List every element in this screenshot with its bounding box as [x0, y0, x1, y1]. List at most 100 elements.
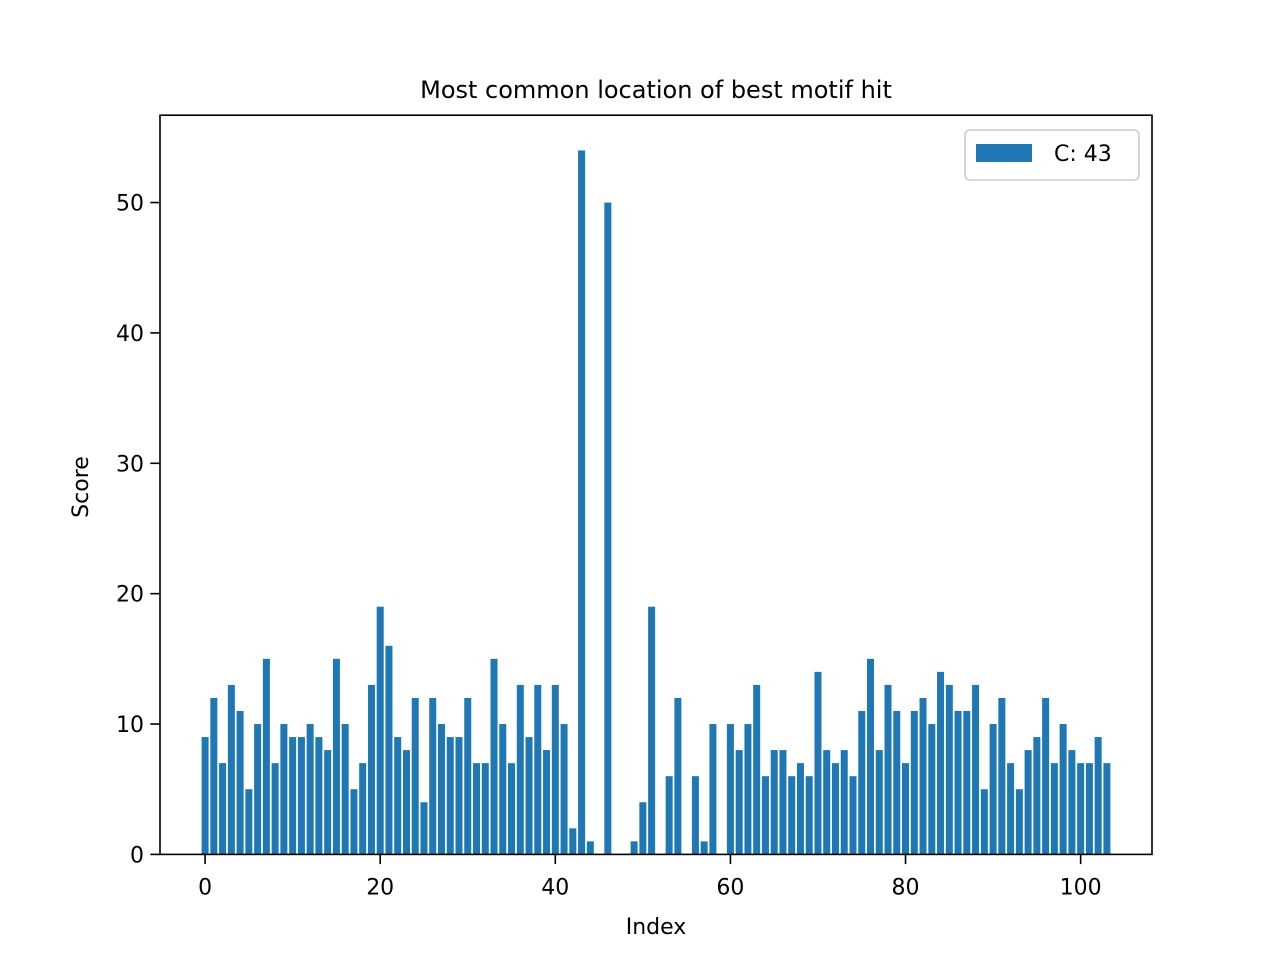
bar: [989, 724, 997, 855]
y-axis-label: Score: [69, 456, 94, 518]
bar: [508, 763, 516, 855]
bar: [980, 789, 988, 855]
bar: [446, 737, 454, 855]
bar: [464, 697, 472, 855]
bar: [919, 697, 927, 855]
x-tick-label: 60: [716, 875, 744, 900]
bar: [1103, 763, 1111, 855]
bar: [543, 750, 551, 855]
bar: [840, 750, 848, 855]
bar: [954, 710, 962, 855]
bar: [551, 684, 559, 855]
bar: [341, 724, 349, 855]
x-tick-label: 0: [198, 875, 212, 900]
bar: [578, 150, 586, 855]
bar: [499, 724, 507, 855]
bar: [1042, 697, 1050, 855]
legend-label: C: 43: [1054, 142, 1112, 167]
x-tick-label: 40: [541, 875, 569, 900]
bar: [254, 724, 262, 855]
bar: [481, 763, 489, 855]
y-tick-label: 30: [116, 452, 144, 477]
bar: [1024, 750, 1032, 855]
plot-frame: [159, 114, 1153, 856]
bar: [884, 684, 892, 855]
bar: [1094, 737, 1102, 855]
bar: [761, 776, 769, 855]
bar-series: [201, 150, 1111, 855]
x-tick-label: 80: [892, 875, 920, 900]
bar: [332, 658, 340, 855]
bar: [394, 737, 402, 855]
bar: [648, 606, 656, 855]
bar: [893, 710, 901, 855]
bar: [385, 645, 393, 855]
bar: [779, 750, 787, 855]
bar: [858, 710, 866, 855]
bar: [297, 737, 305, 855]
bar: [1007, 763, 1015, 855]
bar: [867, 658, 875, 855]
bar: [437, 724, 445, 855]
bar: [928, 724, 936, 855]
bar: [639, 802, 647, 855]
bar: [604, 202, 612, 855]
bar: [691, 776, 699, 855]
bar: [796, 763, 804, 855]
bar: [560, 724, 568, 855]
bar: [1059, 724, 1067, 855]
bar: [271, 763, 279, 855]
bar: [1015, 789, 1023, 855]
bar: [262, 658, 270, 855]
bar: [289, 737, 297, 855]
bar: [849, 776, 857, 855]
bar: [586, 841, 594, 855]
bar: [473, 763, 481, 855]
bar: [875, 750, 883, 855]
bar: [998, 697, 1006, 855]
bar: [455, 737, 463, 855]
bar: [937, 671, 945, 855]
bar: [1050, 763, 1058, 855]
bar: [709, 724, 717, 855]
bar: [534, 684, 542, 855]
bar: [420, 802, 428, 855]
y-tick-label: 20: [116, 583, 144, 608]
bar: [569, 828, 577, 855]
bar: [630, 841, 638, 855]
bar: [201, 737, 209, 855]
bar: [490, 658, 498, 855]
bar: [972, 684, 980, 855]
bar: [1085, 763, 1093, 855]
bar: [236, 710, 244, 855]
y-tick-label: 40: [116, 322, 144, 347]
x-tick-label: 100: [1060, 875, 1102, 900]
bar: [805, 776, 813, 855]
bar: [516, 684, 524, 855]
bar: [245, 789, 253, 855]
y-tick-label: 0: [130, 843, 144, 868]
bar: [700, 841, 708, 855]
bar: [280, 724, 288, 855]
bar: [1033, 737, 1041, 855]
bar: [963, 710, 971, 855]
bar: [1077, 763, 1085, 855]
bar: [219, 763, 227, 855]
chart-title: Most common location of best motif hit: [420, 76, 892, 104]
bar: [350, 789, 358, 855]
x-axis-label: Index: [626, 915, 687, 940]
bar: [744, 724, 752, 855]
x-axis-ticks: 0 20 40 60 80 100: [198, 854, 1102, 900]
bar: [831, 763, 839, 855]
bar: [910, 710, 918, 855]
bar: [1068, 750, 1076, 855]
bar: [945, 684, 953, 855]
bar: [814, 671, 822, 855]
bar: [735, 750, 743, 855]
bar: [402, 750, 410, 855]
bar: [525, 737, 533, 855]
bar: [726, 724, 734, 855]
bar: [770, 750, 778, 855]
legend-frame: [964, 129, 1140, 181]
